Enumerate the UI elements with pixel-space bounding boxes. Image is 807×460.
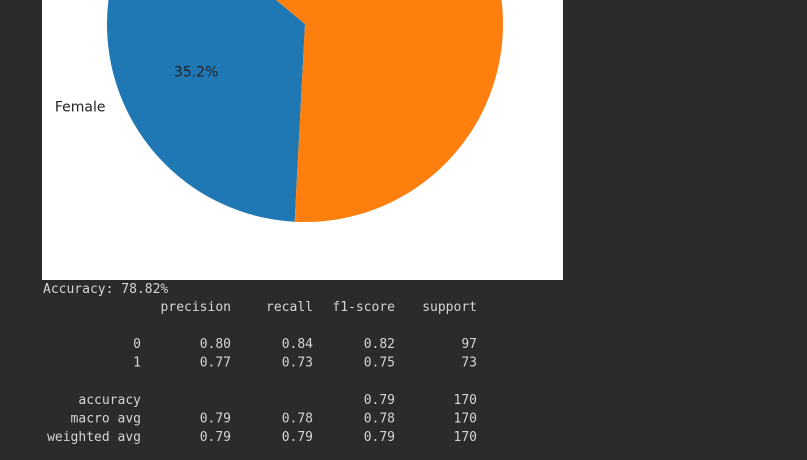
report-row-label: accuracy bbox=[78, 393, 141, 408]
report-row-label: macro avg bbox=[71, 412, 141, 427]
pie-chart: 35.2% Female bbox=[55, 0, 503, 222]
report-cell: 73 bbox=[461, 356, 477, 371]
report-header: f1-score bbox=[332, 300, 395, 315]
pie-wedge bbox=[276, 0, 503, 222]
report-cell: 0.79 bbox=[282, 430, 313, 445]
wedge-percent-label: 35.2% bbox=[174, 65, 218, 81]
report-cell: 0.77 bbox=[200, 356, 231, 371]
report-cell: 170 bbox=[454, 393, 477, 408]
report-cell: 0.79 bbox=[364, 430, 395, 445]
wedge-category-label: Female bbox=[55, 99, 106, 115]
report-cell: 170 bbox=[454, 430, 477, 445]
report-row-label: 1 bbox=[133, 356, 141, 371]
report-header: precision bbox=[161, 300, 231, 315]
report-header: support bbox=[422, 300, 477, 315]
report-cell: 0.73 bbox=[282, 356, 313, 371]
report-cell: 0.78 bbox=[364, 412, 395, 427]
classification-report: precision recall f1-score support 0 0.80 0.84 0… bbox=[47, 300, 477, 445]
report-cell: 0.79 bbox=[200, 412, 231, 427]
report-cell: 0.75 bbox=[364, 356, 395, 371]
report-cell: 97 bbox=[461, 337, 477, 352]
report-cell: 0.80 bbox=[200, 337, 231, 352]
report-cell: 0.79 bbox=[364, 393, 395, 408]
accuracy-line: Accuracy: 78.82% bbox=[43, 282, 168, 297]
report-cell: 0.79 bbox=[200, 430, 231, 445]
report-row-label: 0 bbox=[133, 337, 141, 352]
report-header: recall bbox=[266, 300, 313, 315]
report-cell: 170 bbox=[454, 412, 477, 427]
report-row-label: weighted avg bbox=[47, 430, 141, 445]
report-cell: 0.82 bbox=[364, 337, 395, 352]
pie-wedge bbox=[107, 0, 305, 222]
report-cell: 0.78 bbox=[282, 412, 313, 427]
report-cell: 0.84 bbox=[282, 337, 313, 352]
